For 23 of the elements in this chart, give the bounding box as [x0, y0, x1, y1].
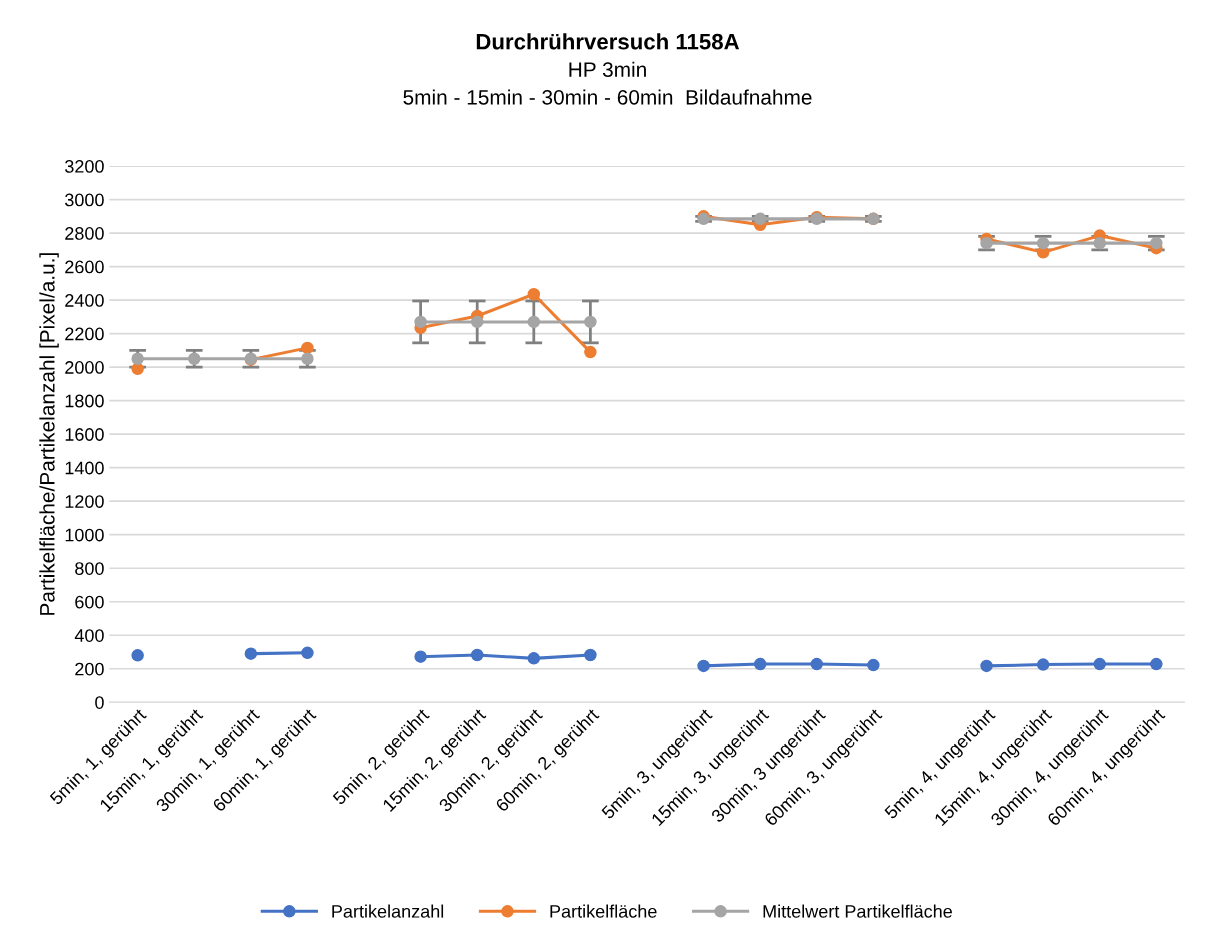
- y-tick-label: 1400: [65, 461, 104, 475]
- y-tick-label: 2200: [65, 327, 104, 341]
- y-tick-label: 400: [74, 629, 104, 642]
- y-tick-label: 1200: [65, 495, 104, 508]
- y-tick-label: 1000: [65, 528, 104, 542]
- legend-label: Partikelanzahl: [332, 904, 444, 918]
- y-tick-label: 2000: [65, 361, 104, 374]
- y-tick-label: 3200: [65, 160, 104, 173]
- y-tick-label: 2400: [65, 294, 104, 307]
- y-tick-label: 0: [95, 696, 104, 709]
- legend-label: Partikelfläche: [550, 904, 657, 918]
- y-tick-label: 800: [75, 562, 104, 575]
- y-tick-label: 2600: [65, 260, 104, 274]
- y-tick-label: 2800: [65, 227, 104, 240]
- y-axis-title: Partikelfläche/Partikelanzahl [Pixel/a.u.]: [39, 253, 59, 615]
- y-tick-label: 3000: [65, 193, 104, 207]
- y-tick-label: 1800: [65, 394, 104, 408]
- chart-subtitle: HP 3min 5min - 15min - 30min - 60min Bildaufnahme: [403, 61, 812, 105]
- y-tick-label: 200: [75, 662, 104, 676]
- y-tick-label: 1600: [65, 428, 104, 441]
- y-tick-label: 600: [75, 595, 104, 609]
- chart-title: Durchrührversuch 1158A: [476, 33, 740, 50]
- legend-label: Mittelwert Partikelfläche: [763, 904, 952, 918]
